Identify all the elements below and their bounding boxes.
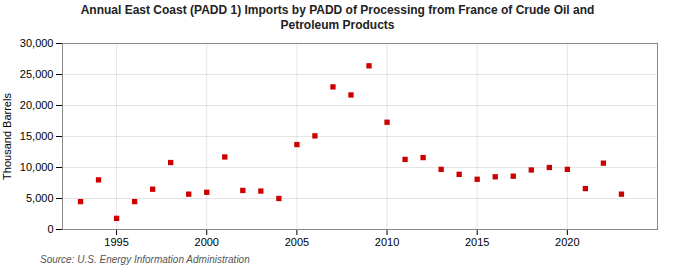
svg-text:30,000: 30,000: [20, 37, 54, 49]
svg-text:5,000: 5,000: [26, 192, 54, 204]
svg-text:0: 0: [47, 223, 53, 235]
svg-text:2015: 2015: [465, 236, 489, 248]
svg-text:25,000: 25,000: [20, 68, 54, 80]
svg-text:2010: 2010: [375, 236, 399, 248]
svg-text:10,000: 10,000: [20, 161, 54, 173]
svg-text:15,000: 15,000: [20, 130, 54, 142]
svg-text:20,000: 20,000: [20, 99, 54, 111]
html-text:Annual East Coast (PADD 1) Imp: Annual East Coast (PADD 1) Imports by PA…: [80, 3, 595, 32]
svg-text:1995: 1995: [104, 236, 128, 248]
svg-text:Thousand Barrels: Thousand Barrels: [1, 93, 13, 180]
svg-text:2005: 2005: [285, 236, 309, 248]
svg-text:2020: 2020: [555, 236, 579, 248]
svg-text:2000: 2000: [195, 236, 219, 248]
html-text:Source: U.S. Energy Informatio: Source: U.S. Energy Information Administ…: [40, 254, 250, 265]
